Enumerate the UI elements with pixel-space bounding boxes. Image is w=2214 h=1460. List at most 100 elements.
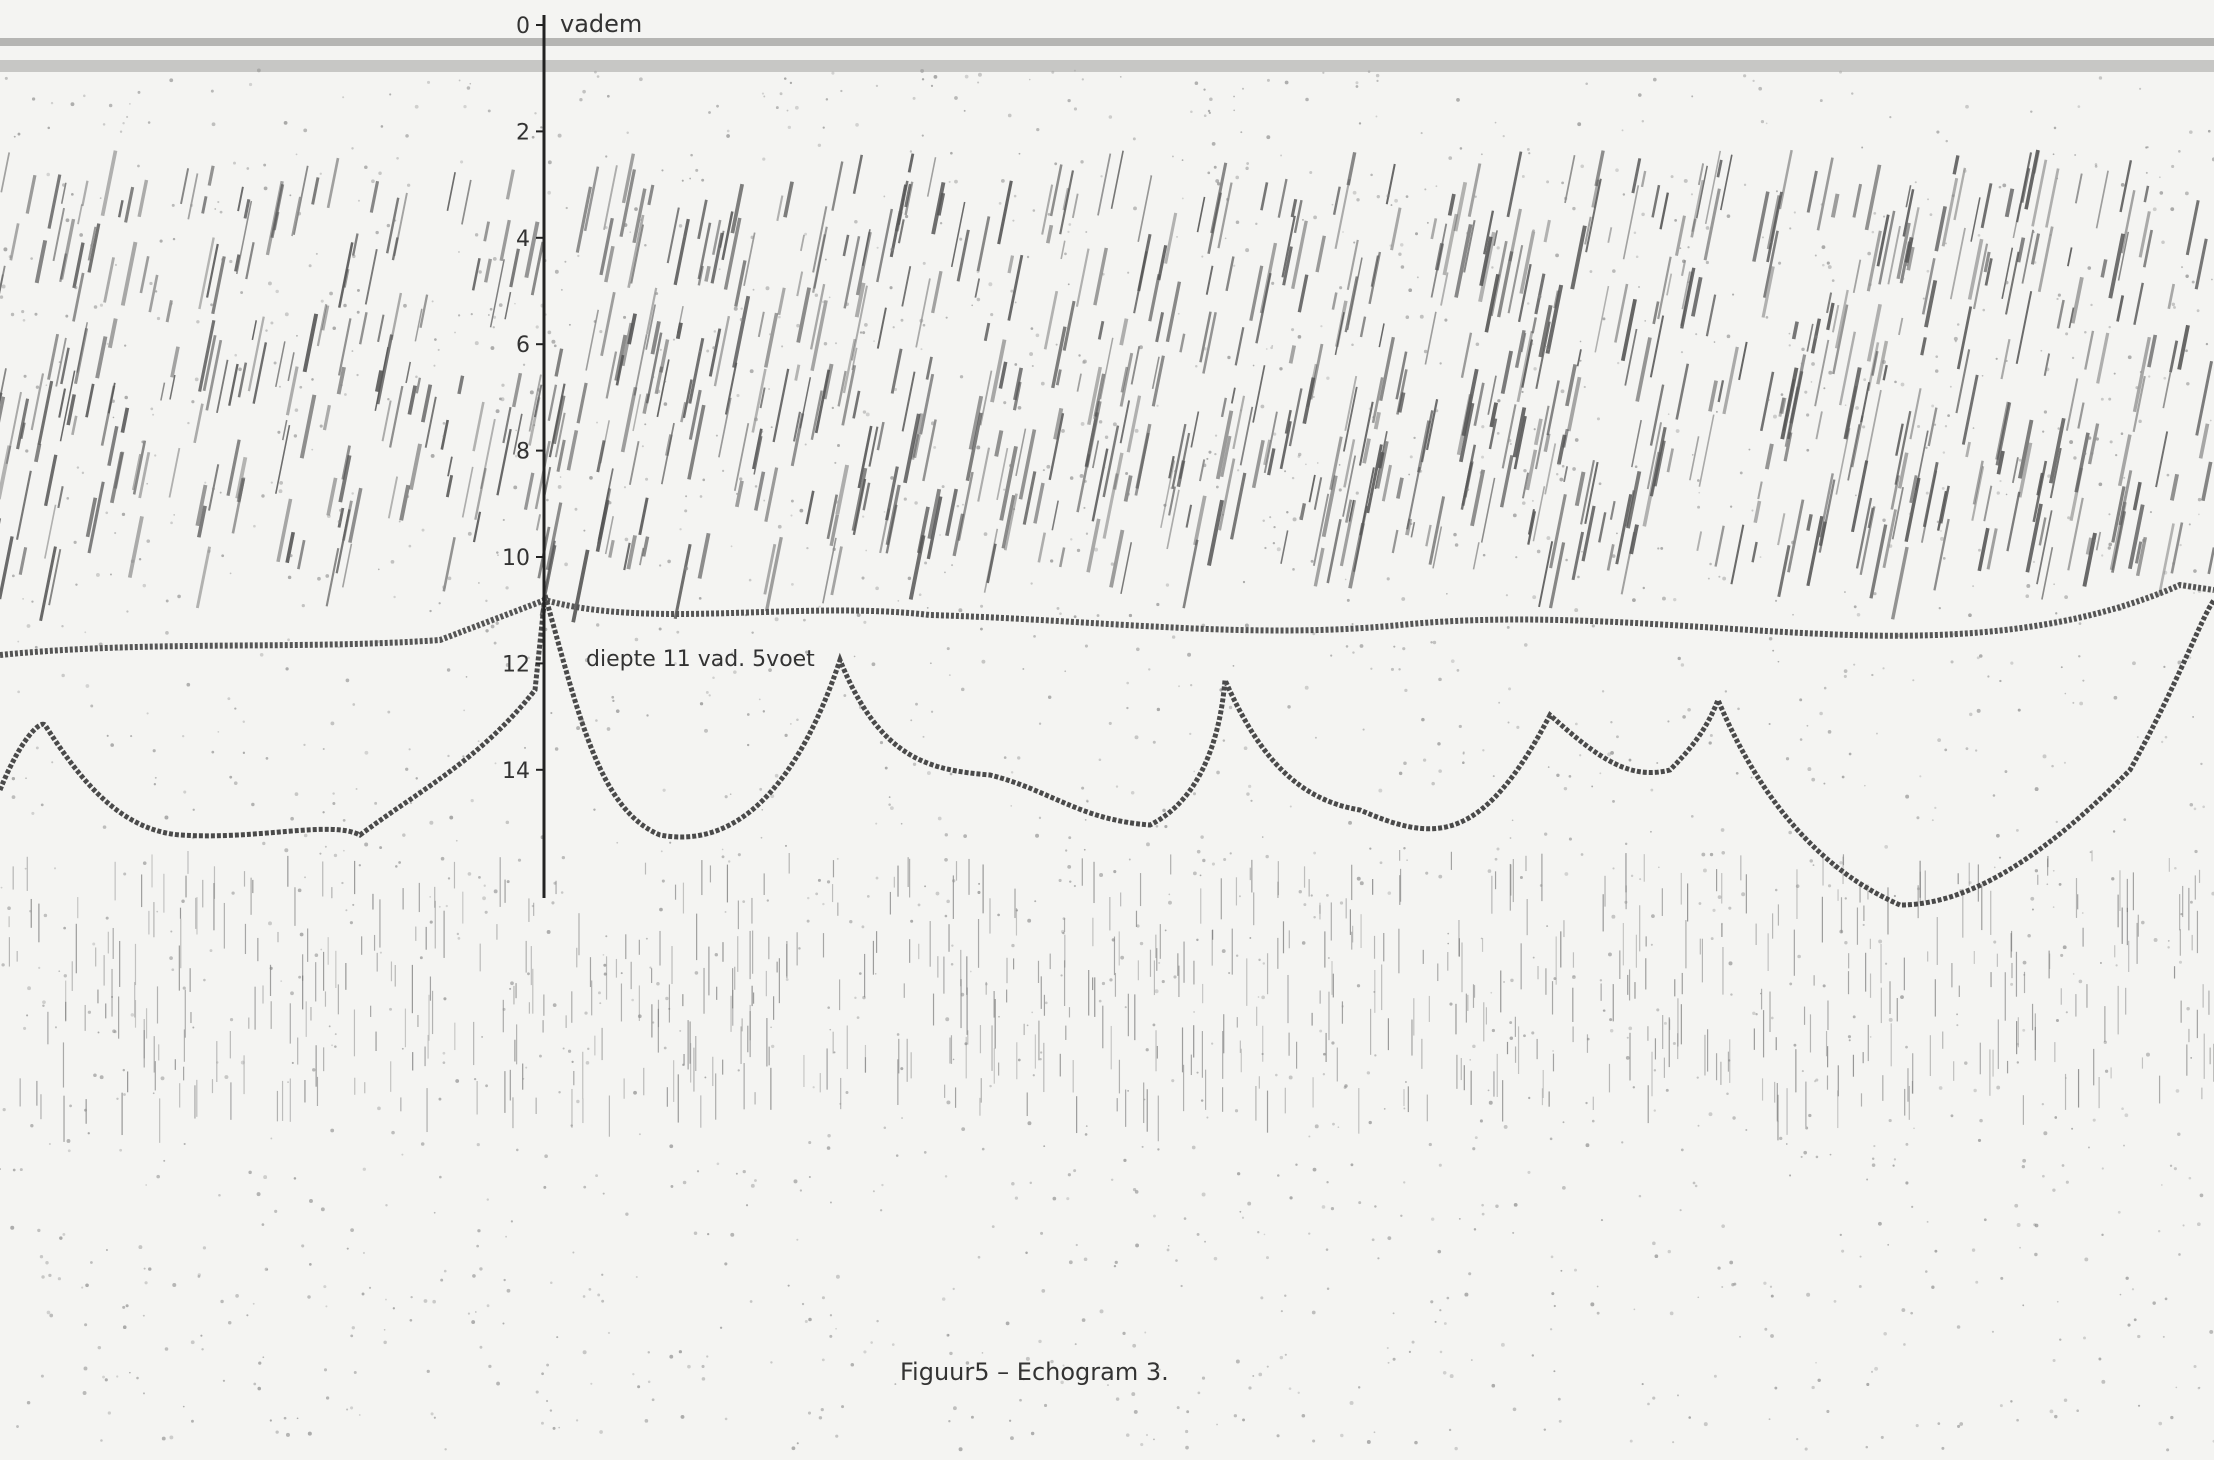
speckle xyxy=(2192,716,2194,718)
speckle xyxy=(2167,474,2170,477)
speckle xyxy=(1069,1260,1073,1264)
speckle xyxy=(550,1409,552,1411)
speckle xyxy=(309,264,312,267)
speckle xyxy=(725,1418,728,1421)
speckle xyxy=(1043,1145,1045,1147)
speckle xyxy=(2168,940,2170,942)
speckle xyxy=(2125,1113,2129,1117)
speckle xyxy=(141,440,144,443)
speckle xyxy=(32,97,35,100)
speckle xyxy=(1752,80,1754,82)
speckle xyxy=(1339,464,1341,466)
speckle xyxy=(211,90,214,93)
speckle xyxy=(1013,508,1015,510)
speckle xyxy=(1871,1371,1873,1373)
speckle xyxy=(2123,1145,2125,1147)
speckle xyxy=(795,106,799,110)
speckle xyxy=(861,925,864,928)
speckle xyxy=(1280,1356,1283,1359)
speckle xyxy=(516,1149,519,1152)
speckle xyxy=(980,605,983,608)
speckle xyxy=(920,348,922,350)
speckle xyxy=(114,1030,117,1033)
speckle xyxy=(1816,1156,1819,1159)
speckle xyxy=(2074,154,2076,156)
speckle xyxy=(144,1281,147,1284)
speckle xyxy=(558,1427,560,1429)
speckle xyxy=(1228,972,1230,974)
speckle xyxy=(2127,1324,2130,1327)
speckle xyxy=(210,303,213,306)
speckle xyxy=(359,1414,361,1416)
speckle xyxy=(661,169,663,171)
speckle xyxy=(1999,480,2001,482)
speckle xyxy=(2174,867,2177,870)
speckle xyxy=(275,290,278,293)
speckle xyxy=(1273,526,1275,528)
speckle xyxy=(2141,921,2145,925)
speckle xyxy=(1266,1256,1269,1259)
speckle xyxy=(1581,551,1583,553)
speckle xyxy=(1439,1309,1441,1311)
speckle xyxy=(1289,1387,1292,1390)
speckle xyxy=(2065,693,2067,695)
speckle xyxy=(2170,207,2174,211)
speckle xyxy=(2176,1089,2180,1093)
speckle xyxy=(352,904,354,906)
speckle xyxy=(1027,1121,1031,1125)
speckle xyxy=(330,1129,334,1133)
speckle xyxy=(901,319,904,322)
speckle xyxy=(1027,256,1029,258)
speckle xyxy=(1242,1418,1245,1421)
speckle xyxy=(1916,1424,1919,1427)
speckle xyxy=(297,1417,299,1419)
speckle xyxy=(829,1335,832,1338)
speckle xyxy=(1291,328,1294,331)
speckle xyxy=(583,1350,587,1354)
speckle xyxy=(1643,587,1645,589)
speckle xyxy=(575,508,578,511)
speckle xyxy=(1940,537,1944,541)
speckle xyxy=(1803,1151,1807,1155)
speckle xyxy=(1555,253,1559,257)
speckle xyxy=(796,324,800,328)
speckle xyxy=(1043,469,1045,471)
speckle xyxy=(1131,791,1135,795)
speckle xyxy=(1587,1038,1590,1041)
speckle xyxy=(1915,181,1917,183)
speckle xyxy=(126,116,128,118)
speckle xyxy=(1264,1234,1266,1236)
speckle xyxy=(1581,853,1584,856)
tick-label: 0 xyxy=(516,14,530,39)
speckle xyxy=(1901,1308,1905,1312)
speckle xyxy=(701,179,704,182)
speckle xyxy=(676,631,679,634)
speckle xyxy=(1508,721,1510,723)
speckle xyxy=(34,313,37,316)
speckle xyxy=(1709,563,1712,566)
speckle xyxy=(138,91,141,94)
speckle xyxy=(792,1446,796,1450)
speckle xyxy=(11,313,14,316)
speckle xyxy=(548,160,552,164)
speckle xyxy=(1729,1261,1733,1265)
speckle xyxy=(399,520,401,522)
speckle xyxy=(1801,1156,1803,1158)
speckle xyxy=(1992,1331,1994,1333)
speckle xyxy=(1706,261,1709,264)
speckle xyxy=(1512,1232,1514,1234)
speckle xyxy=(532,136,535,139)
speckle xyxy=(1410,523,1412,525)
speckle xyxy=(1911,1206,1913,1208)
speckle xyxy=(21,310,24,313)
speckle xyxy=(1767,399,1769,401)
speckle xyxy=(826,98,828,100)
speckle xyxy=(2050,234,2052,236)
speckle xyxy=(191,1340,195,1344)
speckle xyxy=(934,75,938,79)
speckle xyxy=(66,497,69,500)
speckle xyxy=(230,1018,233,1021)
speckle xyxy=(77,466,79,468)
speckle xyxy=(570,1124,572,1126)
speckle xyxy=(2163,1336,2165,1338)
